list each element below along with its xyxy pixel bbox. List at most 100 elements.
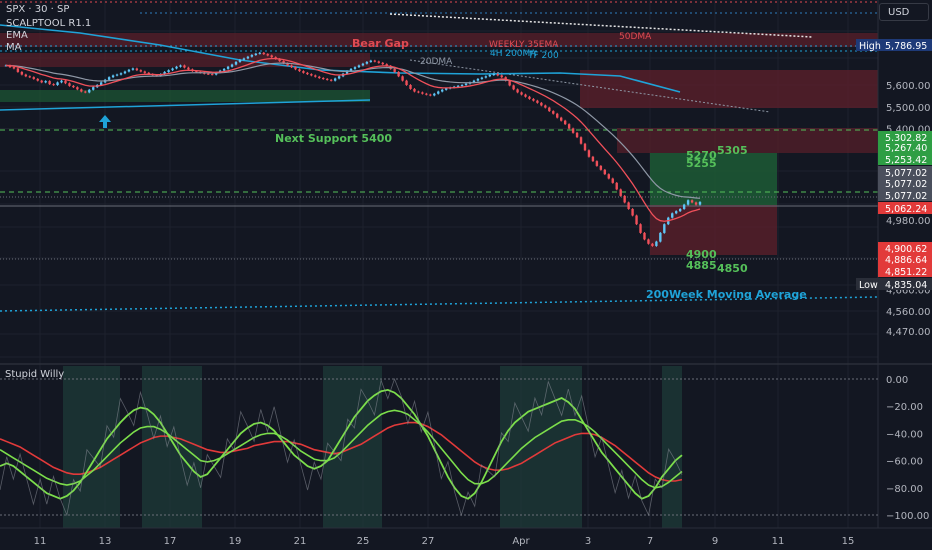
candle-body: [651, 243, 654, 246]
candle-body: [405, 80, 408, 85]
oscillator-title[interactable]: Stupid Willy: [5, 369, 65, 380]
candle-body: [492, 74, 495, 76]
candle-body: [187, 67, 190, 70]
candle-body: [12, 67, 16, 69]
candle-body: [524, 94, 527, 97]
price-tag-value: 5,077.02: [885, 191, 927, 202]
candle-body: [544, 105, 547, 108]
price-tag-value: 4,886.64: [885, 255, 927, 266]
indicator-scalptool-label[interactable]: SCALPTOOL R1.1: [6, 18, 92, 29]
candle-body: [484, 76, 488, 78]
candle-body: [456, 85, 460, 87]
candle-body: [278, 58, 281, 62]
candle-body: [556, 113, 559, 118]
candle-body: [68, 83, 71, 86]
candle-body: [60, 80, 63, 83]
candle-body: [401, 76, 404, 81]
annotation-4885: 4885: [686, 259, 717, 272]
y-tick-label: 4,470.00: [886, 327, 931, 338]
candle-body: [32, 77, 35, 79]
candle-body: [163, 71, 166, 75]
red-zone-upper-left: [0, 53, 370, 67]
candle-body: [500, 75, 503, 78]
ema-line: [5, 57, 701, 222]
candle-body: [627, 202, 630, 209]
candle-body: [286, 63, 289, 66]
osc-y-tick-label: −100.00: [886, 511, 929, 522]
blue-trendline: [0, 99, 371, 111]
candle-body: [16, 68, 20, 72]
candle-body: [123, 71, 127, 74]
candle-body: [567, 124, 571, 129]
50dma-dotted-line: [389, 13, 813, 38]
candle-body: [211, 74, 214, 76]
y-tick-label: 5,400.00: [886, 125, 931, 136]
candle-body: [270, 55, 273, 58]
candle-body: [373, 60, 377, 62]
candle-body: [508, 80, 511, 86]
candle-body: [147, 72, 150, 75]
candle-body: [623, 195, 626, 203]
candle-body: [167, 70, 170, 72]
price-tag-bg: [878, 166, 932, 178]
candle-body: [139, 70, 143, 72]
candle-body: [425, 93, 428, 95]
candle-body: [115, 74, 119, 76]
annotation-5270: 5270: [686, 149, 717, 162]
price-tag-bg: [878, 141, 932, 153]
candle-body: [516, 89, 519, 93]
price-tag-label-high: High: [859, 41, 881, 52]
candle-body: [552, 111, 555, 114]
symbol-title[interactable]: SPX · 30 · SP: [6, 4, 70, 15]
annotation-bear-gap: Bear Gap: [352, 37, 409, 50]
indicator-ma-label[interactable]: MA: [6, 42, 22, 53]
annotation-200week-moving-average: 200Week Moving Average: [646, 288, 807, 301]
candle-body: [381, 62, 384, 65]
candle-body: [548, 107, 551, 112]
price-tag-bg: [878, 265, 932, 277]
candle-body: [698, 202, 702, 205]
candle-body: [135, 68, 139, 71]
currency-button[interactable]: USD: [879, 3, 929, 21]
candle-body: [282, 61, 285, 64]
y-tick-label: 4,560.00: [886, 307, 931, 318]
price-tag-bg: [878, 278, 932, 290]
candle-body: [417, 91, 420, 93]
candle-body: [579, 137, 583, 144]
candle-body: [603, 169, 607, 175]
x-tick-label: Apr: [512, 536, 530, 547]
candle-body: [262, 52, 265, 55]
candle-body: [611, 178, 614, 183]
candle-body: [631, 208, 634, 216]
candle-body: [496, 74, 499, 76]
price-tag-label-low: Low: [859, 280, 878, 291]
candle-body: [24, 74, 28, 77]
candle-body: [460, 85, 464, 86]
candle-body: [127, 69, 131, 72]
candle-body: [76, 87, 79, 90]
candle-body: [52, 84, 55, 86]
oscillator-band: [500, 366, 582, 528]
candle-body: [639, 224, 642, 233]
candle-body: [238, 59, 242, 62]
candle-body: [242, 58, 246, 60]
candle-body: [441, 89, 444, 92]
candle-body: [536, 100, 539, 103]
candle-body: [266, 54, 269, 56]
candle-body: [337, 76, 341, 79]
candle-body: [258, 52, 262, 54]
candle-body: [583, 143, 587, 151]
candle-body: [532, 98, 535, 101]
candle-body: [615, 182, 618, 190]
candle-body: [694, 202, 698, 205]
indicator-ema-label[interactable]: EMA: [6, 30, 28, 41]
x-tick-label: 13: [99, 536, 112, 547]
x-tick-label: 11: [34, 536, 47, 547]
candle-body: [690, 200, 694, 203]
candle-body: [433, 93, 436, 96]
price-tag-label-bg: [856, 278, 878, 290]
candle-body: [48, 81, 51, 85]
candle-body: [353, 67, 357, 69]
annotation-20dma: 20DMA: [420, 57, 453, 67]
